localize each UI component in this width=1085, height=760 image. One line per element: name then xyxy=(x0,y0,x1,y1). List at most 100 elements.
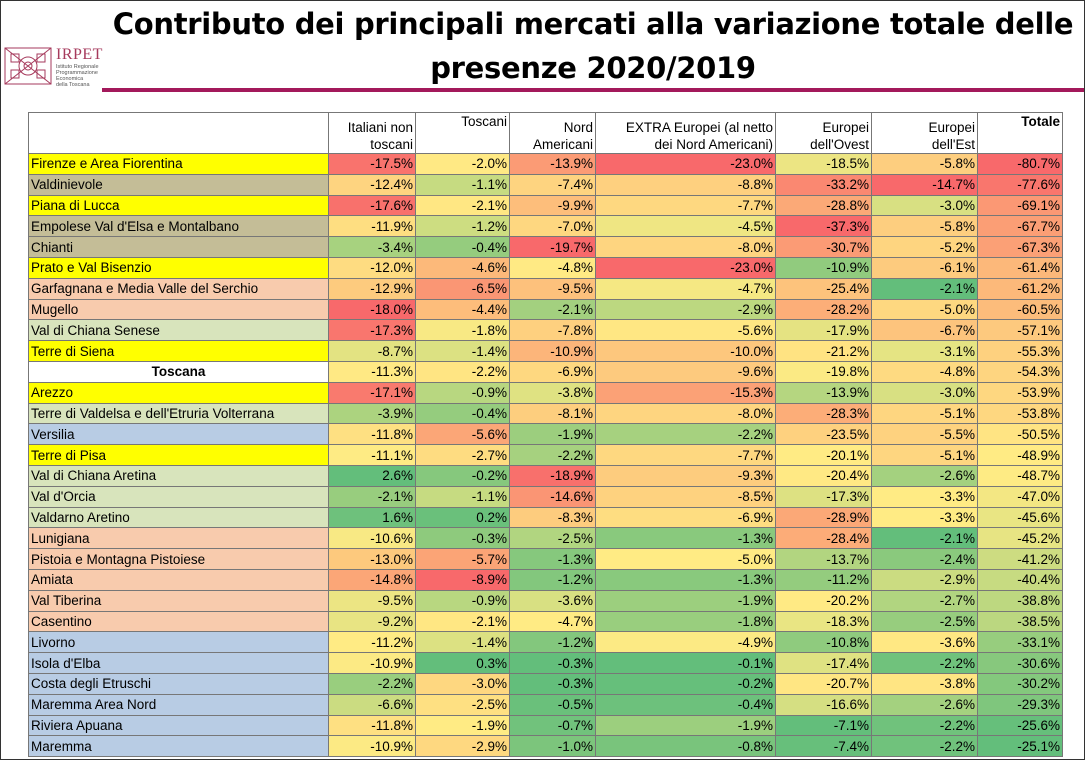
area-name-cell: Versilia xyxy=(28,423,329,446)
value-cell: -2.7% xyxy=(871,589,978,612)
value-cell: -17.4% xyxy=(775,652,872,674)
value-cell: -2.0% xyxy=(415,153,510,175)
value-cell: -30.7% xyxy=(775,236,872,258)
value-cell: -18.5% xyxy=(775,153,872,175)
value-cell: -2.9% xyxy=(415,735,510,758)
value-cell: -5.7% xyxy=(415,548,510,570)
value-cell: -2.1% xyxy=(415,194,510,217)
value-cell: -48.9% xyxy=(977,444,1063,466)
value-cell: -17.3% xyxy=(328,319,416,342)
value-cell: -3.3% xyxy=(871,506,978,529)
area-name-cell: Valdinievole xyxy=(28,173,329,196)
value-cell: -4.4% xyxy=(415,298,510,321)
value-cell: -10.8% xyxy=(775,631,872,654)
value-cell: -55.3% xyxy=(977,340,1063,362)
value-cell: -8.1% xyxy=(509,402,596,425)
value-cell: -8.0% xyxy=(595,402,776,425)
value-cell: -10.9% xyxy=(328,652,416,674)
value-cell: -11.1% xyxy=(328,444,416,466)
value-cell: -5.2% xyxy=(871,236,978,258)
value-cell: -5.5% xyxy=(871,423,978,446)
value-cell: -10.0% xyxy=(595,340,776,362)
value-cell: -5.1% xyxy=(871,402,978,425)
value-cell: -2.5% xyxy=(871,610,978,633)
area-name-cell: Isola d'Elba xyxy=(28,652,329,674)
value-cell: -8.9% xyxy=(415,568,510,591)
value-cell: -3.4% xyxy=(328,236,416,258)
header-italiani-non-toscani: Italiani non toscani xyxy=(328,112,416,154)
table-row: Val d'Orcia -2.1% -1.1% -14.6% -8.5% -17.3% -3… xyxy=(28,485,1063,508)
value-cell: -17.5% xyxy=(328,153,416,175)
value-cell: -8.5% xyxy=(595,485,776,508)
table-row: Casentino -9.2% -2.1% -4.7% -1.8% -18.3% -2.5%… xyxy=(28,610,1063,633)
value-cell: -11.8% xyxy=(328,714,416,737)
value-cell: -45.2% xyxy=(977,527,1063,550)
value-cell: -7.4% xyxy=(775,735,872,758)
value-cell: -2.9% xyxy=(871,568,978,591)
value-cell: -2.2% xyxy=(509,444,596,466)
table-row: Piana di Lucca -17.6% -2.1% -9.9% -7.7% -28.8… xyxy=(28,194,1063,217)
table-row: Riviera Apuana -11.8% -1.9% -0.7% -1.9% -7.1%… xyxy=(28,714,1063,737)
value-cell: -57.1% xyxy=(977,319,1063,342)
area-name-cell: Arezzo xyxy=(28,381,329,404)
value-cell: -1.8% xyxy=(415,319,510,342)
value-cell: -3.6% xyxy=(509,589,596,612)
title-divider xyxy=(102,88,1084,92)
value-cell: -2.2% xyxy=(871,652,978,674)
value-cell: -6.1% xyxy=(871,256,978,279)
table-row: Prato e Val Bisenzio -12.0% -4.6% -4.8% -23.… xyxy=(28,256,1063,279)
value-cell: -2.1% xyxy=(509,298,596,321)
value-cell: -17.6% xyxy=(328,194,416,217)
area-name-cell: Terre di Siena xyxy=(28,340,329,362)
value-cell: -1.2% xyxy=(415,215,510,238)
value-cell: -8.8% xyxy=(595,173,776,196)
value-cell: -4.8% xyxy=(509,256,596,279)
value-cell: -80.7% xyxy=(977,153,1063,175)
table-row: Arezzo -17.1% -0.9% -3.8% -15.3% -13.9% -3.0% -… xyxy=(28,381,1063,404)
value-cell: -2.1% xyxy=(328,485,416,508)
value-cell: -6.9% xyxy=(595,506,776,529)
value-cell: -10.9% xyxy=(328,735,416,758)
value-cell: -20.2% xyxy=(775,589,872,612)
value-cell: -5.0% xyxy=(871,298,978,321)
value-cell: -4.5% xyxy=(595,215,776,238)
value-cell: -28.8% xyxy=(775,194,872,217)
title-line-2: presenze 2020/2019 xyxy=(430,51,756,85)
title-line-1: Contributo dei principali mercati alla v… xyxy=(112,7,1074,41)
table-row: Val di Chiana Aretina 2.6% -0.2% -18.9% -9.3… xyxy=(28,464,1063,487)
value-cell: -45.6% xyxy=(977,506,1063,529)
value-cell: -0.3% xyxy=(509,672,596,695)
value-cell: -28.9% xyxy=(775,506,872,529)
value-cell: -28.4% xyxy=(775,527,872,550)
area-name-cell: Mugello xyxy=(28,298,329,321)
value-cell: -17.9% xyxy=(775,319,872,342)
table-row: Chianti -3.4% -0.4% -19.7% -8.0% -30.7% -5.2% -… xyxy=(28,236,1063,258)
value-cell: -16.6% xyxy=(775,693,872,716)
value-cell: -5.8% xyxy=(871,215,978,238)
value-cell: -12.9% xyxy=(328,277,416,300)
value-cell: -1.3% xyxy=(595,527,776,550)
value-cell: -38.5% xyxy=(977,610,1063,633)
value-cell: -20.4% xyxy=(775,464,872,487)
value-cell: -3.9% xyxy=(328,402,416,425)
value-cell: -47.0% xyxy=(977,485,1063,508)
value-cell: -23.0% xyxy=(595,256,776,279)
value-cell: -25.4% xyxy=(775,277,872,300)
value-cell: -6.5% xyxy=(415,277,510,300)
value-cell: -12.4% xyxy=(328,173,416,196)
table-row: Terre di Pisa -11.1% -2.7% -2.2% -7.7% -20.1%… xyxy=(28,444,1063,466)
value-cell: -9.9% xyxy=(509,194,596,217)
value-cell: -60.5% xyxy=(977,298,1063,321)
value-cell: -17.1% xyxy=(328,381,416,404)
table-row: Maremma Area Nord -6.6% -2.5% -0.5% -0.4% -16… xyxy=(28,693,1063,716)
value-cell: -20.1% xyxy=(775,444,872,466)
value-cell: -2.6% xyxy=(871,693,978,716)
value-cell: -8.3% xyxy=(509,506,596,529)
value-cell: -1.3% xyxy=(509,548,596,570)
value-cell: -33.2% xyxy=(775,173,872,196)
value-cell: -3.8% xyxy=(871,672,978,695)
table-row: Maremma -10.9% -2.9% -1.0% -0.8% -7.4% -2.2% -2… xyxy=(28,735,1063,758)
value-cell: -0.3% xyxy=(415,527,510,550)
value-cell: -15.3% xyxy=(595,381,776,404)
value-cell: -1.1% xyxy=(415,173,510,196)
